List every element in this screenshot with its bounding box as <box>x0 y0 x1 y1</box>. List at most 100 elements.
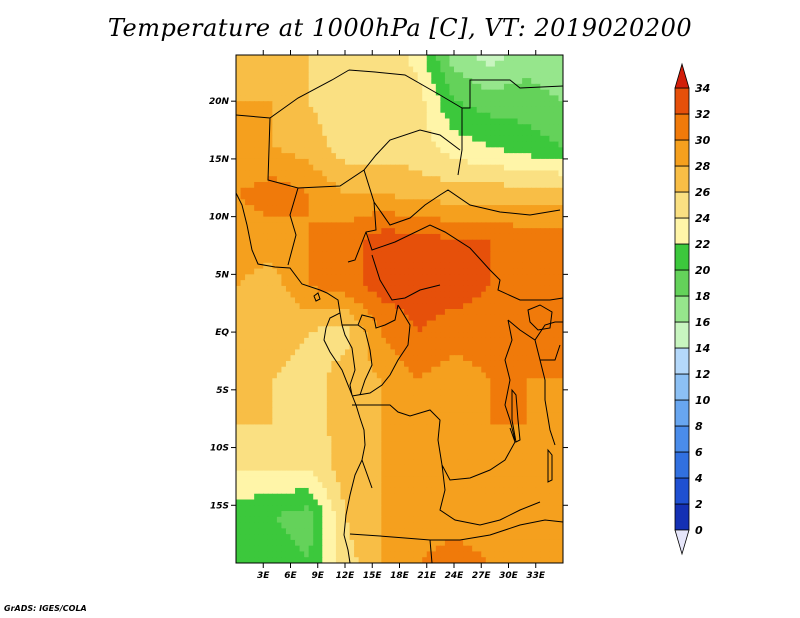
temperature-cell <box>467 130 473 137</box>
temperature-cell <box>526 441 532 449</box>
temperature-cell <box>304 372 310 379</box>
temperature-cell <box>304 83 310 91</box>
temperature-cell <box>317 101 323 108</box>
temperature-cell <box>313 401 319 408</box>
temperature-cell <box>308 164 314 172</box>
temperature-cell <box>263 164 269 172</box>
temperature-cell <box>322 326 328 333</box>
temperature-cell <box>472 141 478 148</box>
temperature-cell <box>331 436 337 443</box>
temperature-cell <box>254 297 260 304</box>
temperature-cell <box>240 303 246 310</box>
temperature-cell <box>349 309 355 316</box>
temperature-cell <box>444 182 451 189</box>
temperature-cell <box>240 262 246 270</box>
temperature-cell <box>276 257 283 264</box>
temperature-cell <box>481 303 487 310</box>
temperature-cell <box>472 274 478 281</box>
temperature-cell <box>394 233 401 241</box>
temperature-cell <box>236 366 242 374</box>
temperature-cell <box>426 378 432 385</box>
temperature-cell <box>485 216 491 224</box>
temperature-cell <box>236 164 242 172</box>
temperature-cell <box>394 66 401 73</box>
temperature-cell <box>349 233 355 241</box>
temperature-cell <box>435 106 441 114</box>
temperature-cell <box>313 72 319 79</box>
temperature-cell <box>540 124 546 131</box>
temperature-cell <box>417 436 423 443</box>
temperature-cell <box>390 101 396 108</box>
temperature-cell <box>499 55 505 62</box>
temperature-cell <box>390 193 396 200</box>
temperature-cell <box>345 199 351 206</box>
temperature-cell <box>272 262 278 270</box>
temperature-cell <box>236 60 242 68</box>
temperature-cell <box>494 228 501 235</box>
temperature-cell <box>513 366 519 374</box>
temperature-cell <box>481 210 487 218</box>
temperature-cell <box>544 389 550 397</box>
temperature-cell <box>354 205 360 212</box>
temperature-cell <box>449 95 455 102</box>
temperature-cell <box>281 268 287 275</box>
temperature-cell <box>544 337 550 345</box>
temperature-cell <box>295 199 301 206</box>
temperature-cell <box>408 233 414 241</box>
temperature-cell <box>381 158 387 166</box>
temperature-cell <box>517 55 523 62</box>
temperature-cell <box>285 222 292 229</box>
temperature-cell <box>272 222 278 229</box>
temperature-cell <box>367 395 373 402</box>
temperature-cell <box>254 360 260 368</box>
temperature-cell <box>549 216 555 224</box>
temperature-cell <box>313 343 319 351</box>
temperature-cell <box>372 309 378 316</box>
temperature-cell <box>544 355 550 362</box>
temperature-cell <box>417 378 423 385</box>
temperature-cell <box>463 360 469 368</box>
temperature-cell <box>313 228 319 235</box>
temperature-cell <box>444 55 451 62</box>
temperature-cell <box>531 297 537 304</box>
temperature-cell <box>558 164 563 172</box>
temperature-cell <box>290 216 296 224</box>
temperature-cell <box>385 355 392 362</box>
temperature-cell <box>526 285 532 293</box>
temperature-cell <box>367 366 373 374</box>
temperature-cell <box>522 389 528 397</box>
temperature-cell <box>285 360 292 368</box>
temperature-cell <box>517 228 523 235</box>
temperature-cell <box>249 135 255 143</box>
temperature-cell <box>417 395 423 402</box>
temperature-cell <box>367 78 373 85</box>
temperature-cell <box>249 124 255 131</box>
temperature-cell <box>390 147 396 154</box>
temperature-cell <box>322 378 328 385</box>
temperature-cell <box>326 372 332 379</box>
temperature-cell <box>413 297 419 304</box>
temperature-cell <box>390 170 396 177</box>
temperature-cell <box>549 274 555 281</box>
temperature-cell <box>240 158 246 166</box>
temperature-cell <box>276 130 283 137</box>
temperature-cell <box>331 60 337 68</box>
temperature-cell <box>313 95 319 102</box>
temperature-cell <box>422 147 428 154</box>
temperature-cell <box>236 268 242 275</box>
temperature-cell <box>299 176 305 183</box>
temperature-cell <box>444 78 451 85</box>
temperature-cell <box>267 216 273 224</box>
temperature-cell <box>236 441 242 449</box>
temperature-cell <box>513 130 519 137</box>
temperature-cell <box>317 228 323 235</box>
temperature-cell <box>308 412 314 420</box>
temperature-cell <box>385 158 392 166</box>
temperature-cell <box>472 158 478 166</box>
temperature-cell <box>467 424 473 431</box>
temperature-cell <box>322 199 328 206</box>
temperature-cell <box>467 309 473 316</box>
temperature-cell <box>549 303 555 310</box>
temperature-cell <box>467 60 473 68</box>
temperature-cell <box>335 268 342 275</box>
